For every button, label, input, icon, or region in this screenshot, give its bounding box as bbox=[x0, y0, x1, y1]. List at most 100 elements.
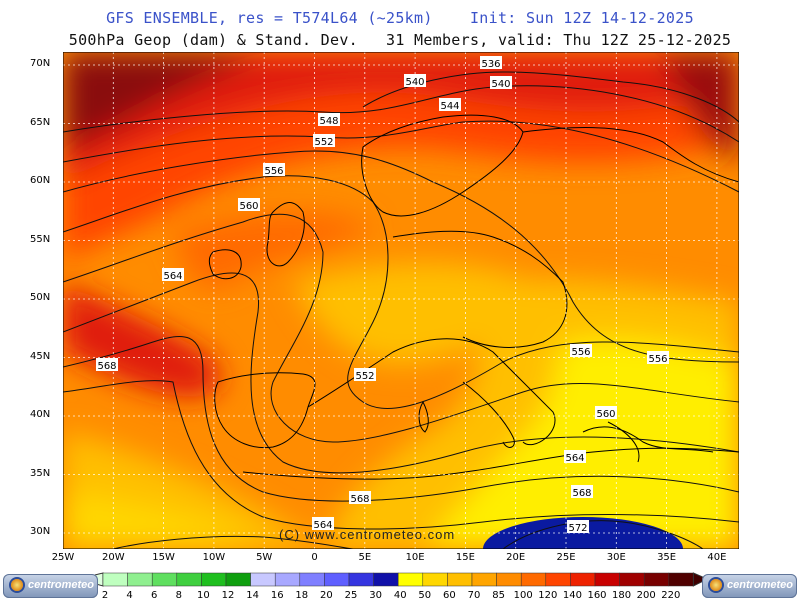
colorbar-tick-label: 60 bbox=[443, 590, 456, 600]
colorbar-tick-label: 140 bbox=[563, 590, 582, 600]
logo-text: centrometeo bbox=[727, 579, 794, 591]
colorbar-swatch bbox=[545, 572, 571, 587]
svg-text:560: 560 bbox=[239, 201, 258, 212]
colorbar-tick-label: 200 bbox=[637, 590, 656, 600]
contour-label: 568 bbox=[96, 358, 118, 372]
colorbar-swatch bbox=[447, 572, 473, 587]
colorbar-tick-label: 4 bbox=[126, 590, 132, 600]
colorbar-swatch bbox=[299, 572, 325, 587]
latitude-tick-label: 50N bbox=[30, 292, 51, 303]
colorbar-swatch bbox=[225, 572, 251, 587]
forecast-map: 536 540 540 544 548 552 556 560 564 568 552 556 556 5… bbox=[63, 52, 739, 549]
contour-label: 540 bbox=[404, 74, 426, 88]
svg-text:564: 564 bbox=[313, 520, 332, 531]
longitude-tick-label: 5W bbox=[256, 552, 273, 563]
colorbar-swatch bbox=[520, 572, 547, 587]
svg-text:536: 536 bbox=[481, 59, 500, 70]
colorbar-swatch bbox=[619, 572, 645, 587]
longitude-tick-label: 10E bbox=[405, 552, 425, 563]
longitude-tick-label: 10W bbox=[202, 552, 226, 563]
contour-label: 552 bbox=[354, 368, 376, 382]
svg-text:544: 544 bbox=[440, 101, 459, 112]
watermark: (C) www.centrometeo.com bbox=[279, 527, 455, 542]
svg-text:552: 552 bbox=[314, 137, 333, 148]
svg-text:572: 572 bbox=[568, 523, 587, 534]
colorbar-tick-label: 14 bbox=[246, 590, 259, 600]
colorbar-swatch bbox=[373, 572, 399, 587]
svg-text:568: 568 bbox=[572, 488, 591, 499]
colorbar-tick-label: 6 bbox=[151, 590, 157, 600]
latitude-tick-label: 30N bbox=[30, 526, 51, 537]
svg-text:564: 564 bbox=[163, 271, 182, 282]
colorbar-swatch bbox=[496, 572, 522, 587]
colorbar-swatch bbox=[151, 572, 178, 587]
colorbar-tick-label: 18 bbox=[295, 590, 308, 600]
logo-icon bbox=[11, 579, 23, 591]
contour-label: 548 bbox=[318, 113, 340, 127]
logo-icon bbox=[710, 579, 722, 591]
geopotential-contours bbox=[63, 71, 739, 549]
longitude-tick-label: 20W bbox=[101, 552, 125, 563]
latitude-tick-label: 40N bbox=[30, 409, 51, 420]
contour-label: 560 bbox=[238, 198, 260, 212]
longitude-tick-label: 5E bbox=[358, 552, 372, 563]
colorbar-swatch bbox=[102, 572, 128, 587]
colorbar-swatch bbox=[471, 572, 497, 587]
latitude-tick-label: 70N bbox=[30, 58, 51, 69]
contour-label: 540 bbox=[490, 76, 512, 90]
latitude-tick-label: 60N bbox=[30, 175, 51, 186]
colorbar-swatch bbox=[176, 572, 202, 587]
colorbar-tick-label: 85 bbox=[492, 590, 505, 600]
svg-text:568: 568 bbox=[97, 361, 116, 372]
colorbar-tick-label: 8 bbox=[176, 590, 182, 600]
contour-label: 556 bbox=[263, 163, 285, 177]
svg-text:540: 540 bbox=[491, 79, 510, 90]
contour-label: 564 bbox=[564, 450, 586, 464]
latitude-tick-label: 45N bbox=[30, 350, 51, 362]
contour-label: 564 bbox=[312, 517, 334, 531]
contour-label: 556 bbox=[570, 344, 592, 358]
colorbar-swatch bbox=[397, 572, 424, 587]
contour-label: 572 bbox=[567, 520, 589, 534]
contour-label: 560 bbox=[595, 406, 617, 420]
colorbar-swatch bbox=[594, 572, 620, 587]
chart-title-line2: 500hPa Geop (dam) & Stand. Dev. 31 Membe… bbox=[68, 31, 732, 49]
colorbar-swatch bbox=[348, 572, 374, 587]
colorbar-swatch bbox=[127, 572, 153, 587]
colorbar-tick-label: 160 bbox=[587, 590, 606, 600]
longitude-tick-label: 20E bbox=[506, 552, 526, 563]
colorbar-tick-label: 220 bbox=[661, 590, 680, 600]
longitude-tick-label: 35E bbox=[657, 552, 677, 563]
colorbar-arrow-right bbox=[692, 572, 709, 587]
colorbar-tick-label: 100 bbox=[514, 590, 533, 600]
logo-text: centrometeo bbox=[28, 579, 95, 591]
colorbar-tick-label: 16 bbox=[271, 590, 284, 600]
centrometeo-logo-left: centrometeo bbox=[3, 574, 98, 598]
coastlines bbox=[208, 114, 739, 480]
colorbar-swatch bbox=[643, 572, 670, 587]
colorbar-swatch bbox=[570, 572, 596, 587]
longitude-tick-label: 25E bbox=[556, 552, 576, 563]
svg-text:556: 556 bbox=[571, 347, 590, 358]
colorbar-swatch bbox=[668, 572, 694, 587]
svg-text:556: 556 bbox=[648, 354, 667, 365]
longitude-tick-label: 40E bbox=[707, 552, 727, 563]
colorbar-tick-label: 12 bbox=[222, 590, 235, 600]
svg-text:548: 548 bbox=[319, 116, 338, 127]
centrometeo-logo-right: centrometeo bbox=[702, 574, 797, 598]
contour-label: 544 bbox=[439, 98, 461, 112]
colorbar-tick-label: 25 bbox=[345, 590, 358, 600]
svg-text:568: 568 bbox=[350, 494, 369, 505]
colorbar-tick-label: 50 bbox=[418, 590, 431, 600]
contour-label: 564 bbox=[162, 268, 184, 282]
longitude-tick-label: 15E bbox=[455, 552, 475, 563]
colorbar-tick-label: 180 bbox=[612, 590, 631, 600]
colorbar-tick-label: 30 bbox=[369, 590, 382, 600]
latitude-tick-label: 35N bbox=[30, 467, 51, 479]
svg-text:556: 556 bbox=[264, 166, 283, 177]
colorbar-tick-label: 70 bbox=[468, 590, 481, 600]
contour-label: 568 bbox=[571, 485, 593, 499]
color-legend: 2 4 6 8 10 12 14 16 18 20 25 30 40 50 60 70 85 100 120 140 1… bbox=[78, 572, 709, 600]
colorbar-tick-label: 40 bbox=[394, 590, 407, 600]
svg-text:540: 540 bbox=[405, 77, 424, 88]
